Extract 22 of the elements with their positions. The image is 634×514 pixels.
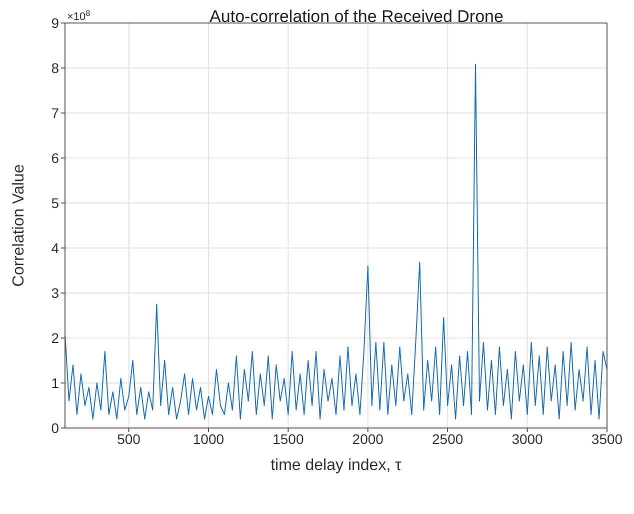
x-tick-label: 500 [117,430,141,447]
y-tick-label: 0 [51,420,60,436]
x-tick-label: 2500 [432,430,464,447]
x-tick-label: 2000 [352,430,384,447]
x-axis-title: time delay index, τ [270,457,402,474]
annotation: ×10$^{8}$ [67,8,91,23]
y-tick-label: 8 [51,60,60,76]
y-tick-label: 5 [51,194,60,211]
y-tick-label: 2 [51,330,60,346]
chart-title: Auto-correlation of the Received Drone [210,7,504,26]
y-tick-label: 7 [51,104,60,121]
x-tick-label: 3000 [512,430,544,447]
x-tick-label: 3500 [591,430,623,447]
x-tick-label: 1500 [272,430,304,447]
y-tick-label: 6 [51,150,60,166]
y-tick-label: 9 [51,14,60,31]
y-tick-label: 3 [51,284,60,301]
y-tick-label: 1 [51,374,60,391]
line-series [65,64,607,420]
y-axis-title: Correlation Value [10,164,28,287]
x-tick-label: 1000 [192,430,224,447]
y-tick-label: 4 [51,240,60,256]
